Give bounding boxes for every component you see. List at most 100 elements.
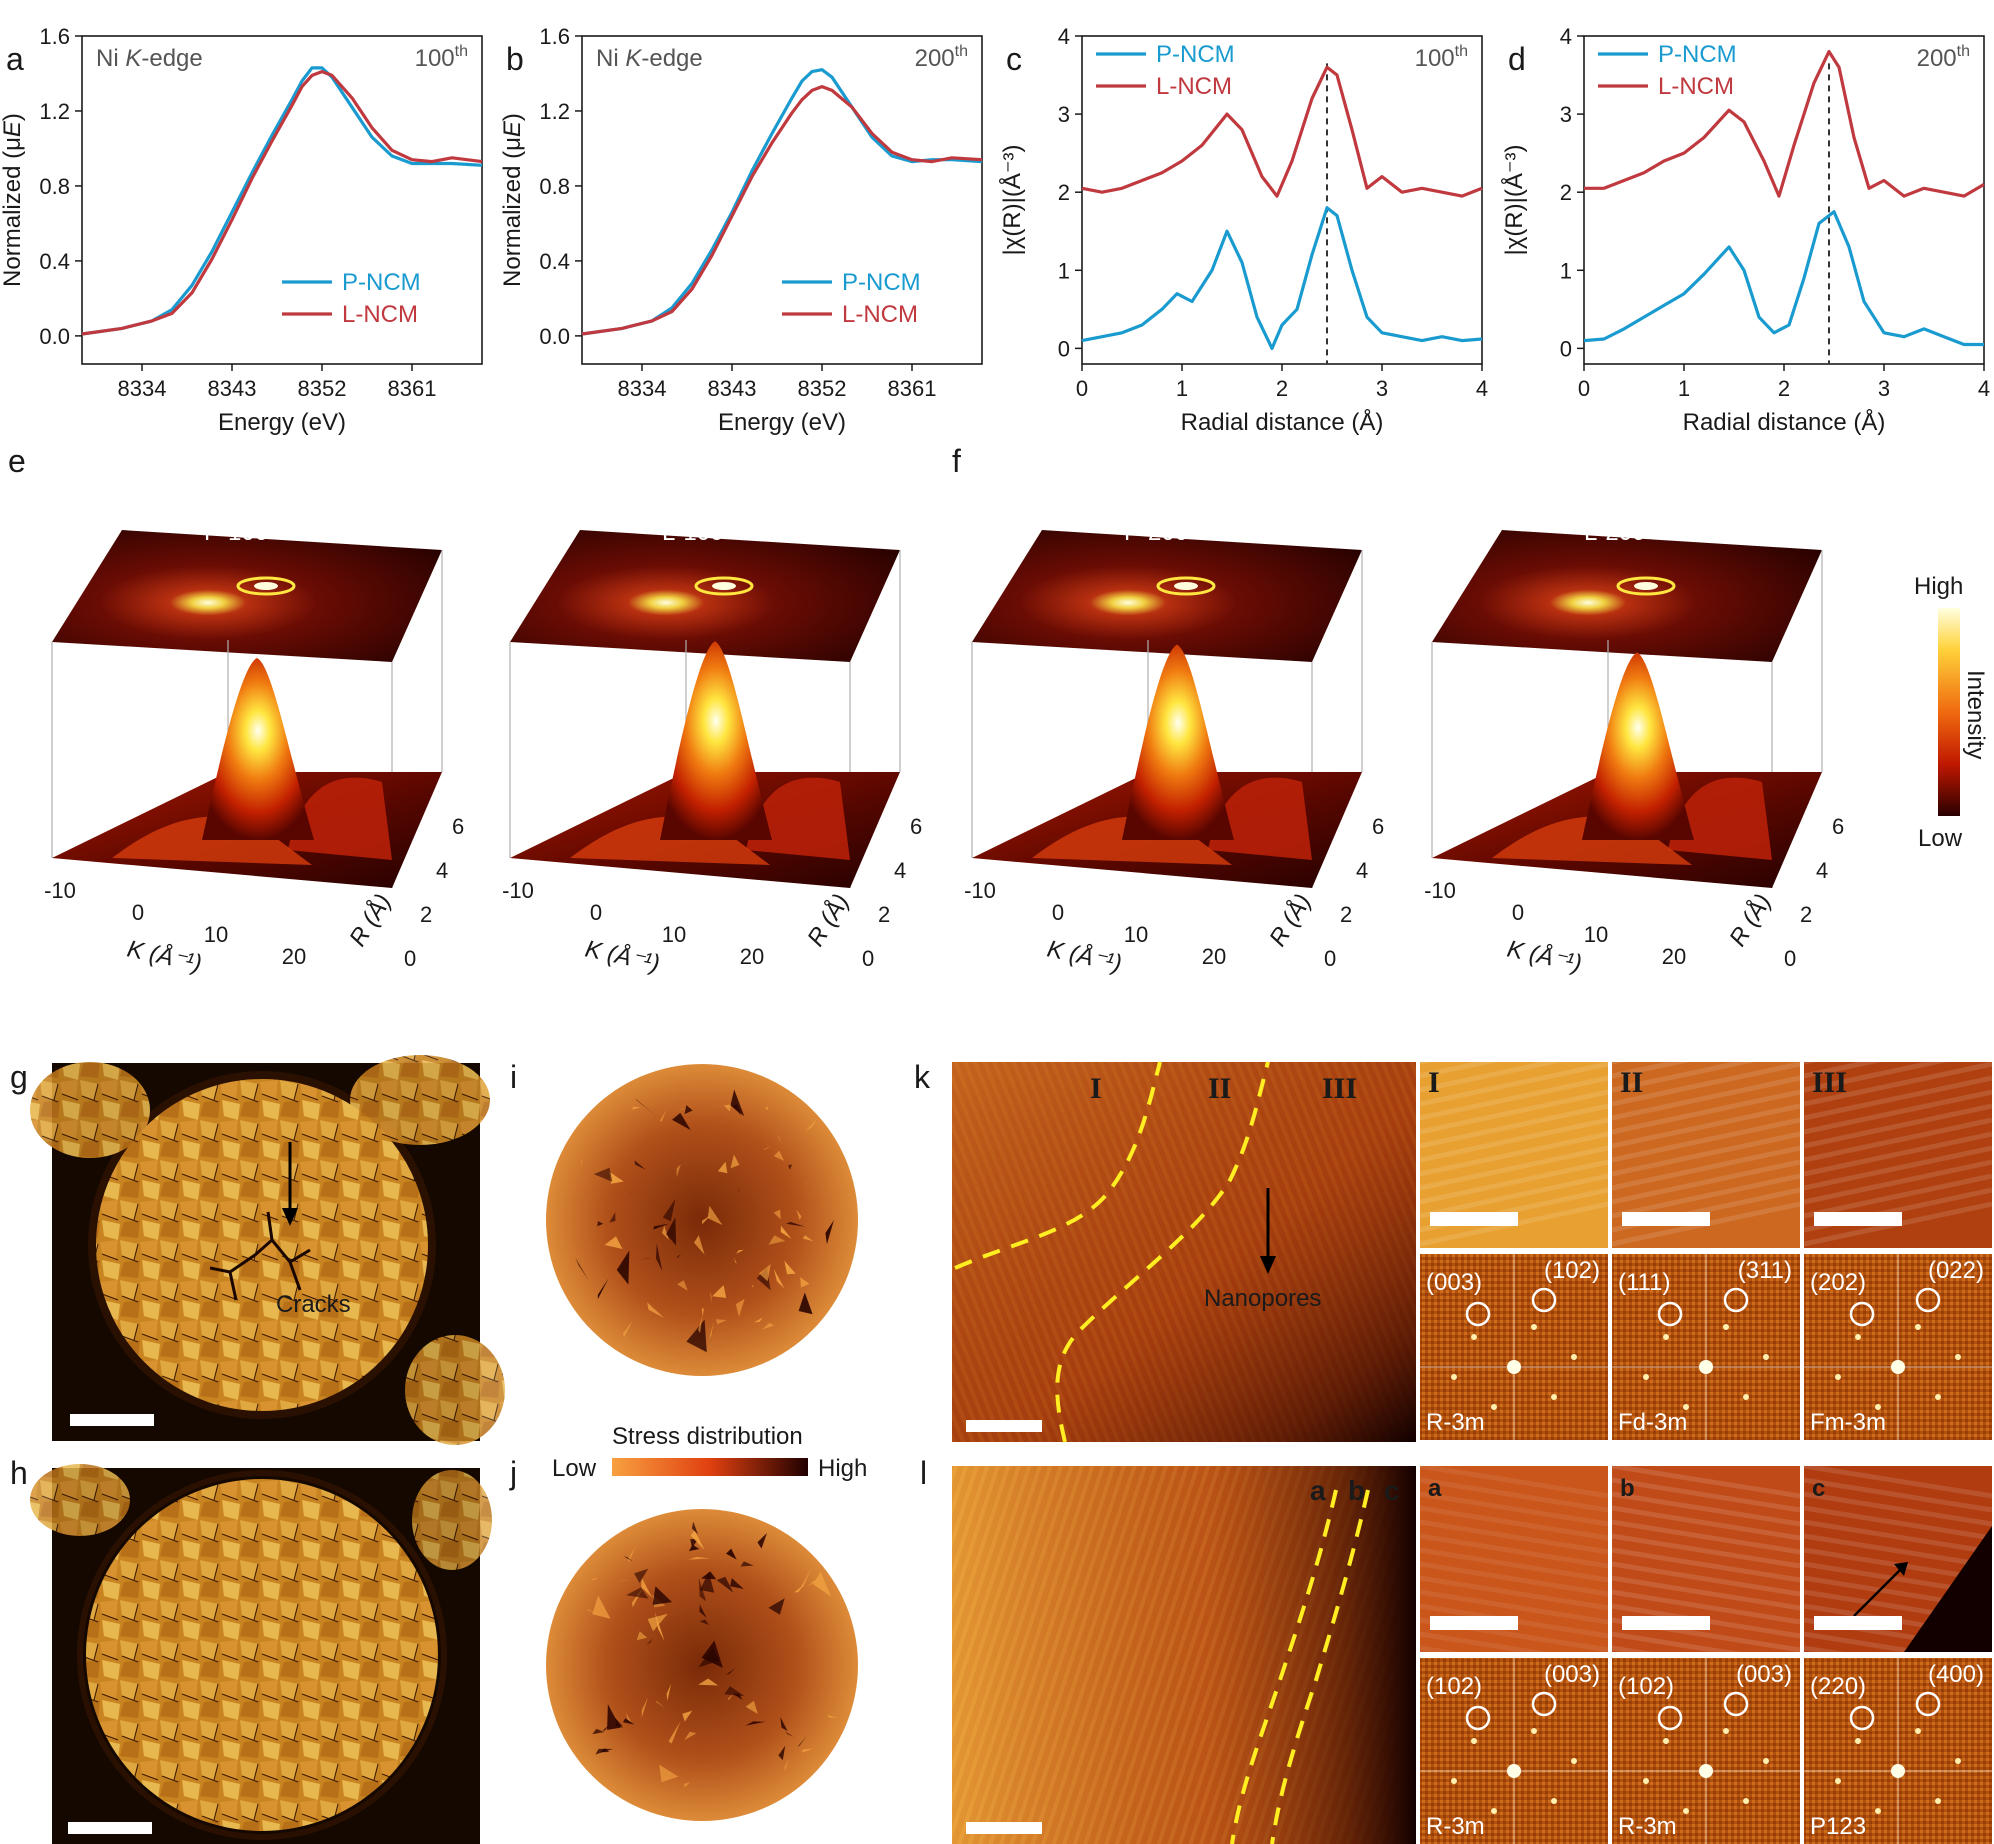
stress-shard — [751, 1285, 754, 1288]
fft-spot — [1855, 1334, 1861, 1340]
fft-spot — [1471, 1334, 1477, 1340]
stress-shard — [758, 1264, 771, 1282]
boundary-line-1 — [954, 1061, 1162, 1270]
stress-shard — [595, 1748, 614, 1755]
marked-spot — [1465, 1301, 1491, 1327]
x-axis-label: Radial distance (Å) — [1181, 408, 1384, 436]
spot-index-label: (102) — [1426, 1673, 1482, 1700]
y-tick-label: 0.4 — [539, 249, 570, 274]
series-line-P-NCM — [1081, 206, 1483, 350]
panel-label-j: j — [509, 1455, 517, 1491]
stress-shard — [727, 1693, 734, 1700]
stress-shard — [735, 1298, 745, 1317]
fft-spot — [1955, 1354, 1961, 1360]
x-tick-label: 3 — [1878, 376, 1890, 401]
fft-spot — [1855, 1738, 1861, 1744]
x-tick-label: 3 — [1376, 376, 1388, 401]
region-a-label: a — [1310, 1475, 1326, 1506]
lattice-fringe — [1419, 1145, 1609, 1191]
fft-spot — [1915, 1728, 1921, 1734]
marked-spot — [1723, 1287, 1749, 1313]
stress-shard — [730, 1089, 745, 1117]
stress-shard — [825, 1220, 834, 1245]
fft-spot — [1955, 1758, 1961, 1764]
space-group-label: R-3m — [1426, 1813, 1485, 1840]
x-axis-label: Energy (eV) — [218, 409, 346, 436]
stress-shard — [672, 1112, 691, 1131]
y-tick-label: 0 — [1560, 336, 1572, 361]
k-tick-label: 10 — [1584, 922, 1608, 947]
fft-spot — [1875, 1404, 1881, 1410]
fft-spot — [1935, 1798, 1941, 1804]
lattice-fringe — [1611, 1505, 1801, 1541]
x-tick-label: 2 — [1778, 376, 1790, 401]
stress-map-j — [546, 1509, 858, 1821]
stress-shard — [797, 1736, 807, 1747]
fft-pattern — [1804, 1254, 1992, 1440]
chart-b: b 8334 8343 8352 8361 0.0 0.4 0.8 1.2 1.6 Energy (… — [499, 24, 983, 436]
stress-shard — [788, 1164, 793, 1170]
cracks-label: Cracks — [276, 1291, 351, 1318]
stress-shard — [800, 1277, 810, 1288]
stress-shard — [733, 1257, 737, 1264]
stress-map-i — [546, 1064, 858, 1376]
stress-shard — [627, 1545, 637, 1563]
r-tick-label: 6 — [910, 814, 922, 839]
space-group-label: R-3m — [1618, 1813, 1677, 1840]
stress-shard — [662, 1225, 669, 1240]
stress-high-label: High — [818, 1455, 867, 1482]
y-axis-label: Normalized (μE) — [0, 113, 26, 287]
top-projection — [52, 530, 442, 662]
lattice-fringe — [1803, 1047, 1993, 1093]
stress-shard — [784, 1731, 794, 1737]
lattice-fringe — [1611, 1547, 1801, 1583]
secondary-ridge — [746, 777, 850, 860]
x-tick-label: 8352 — [798, 376, 847, 401]
stress-shard — [805, 1118, 818, 1132]
top-peak-core — [254, 582, 278, 590]
stress-shard — [768, 1598, 785, 1615]
stress-shard — [575, 1257, 589, 1281]
y-tick-label: 3 — [1058, 102, 1070, 127]
stress-shard — [710, 1291, 712, 1303]
wavelet-panel-label: P-100 — [204, 519, 268, 546]
inset-column-2: c (220) (400) P123 — [1803, 1463, 1993, 1844]
space-group-label: Fm-3m — [1810, 1409, 1886, 1436]
lattice-fringe — [1419, 1131, 1609, 1177]
y-axis-label: Normalized (μE) — [499, 113, 526, 287]
nanopores-label: Nanopores — [1204, 1285, 1321, 1312]
fft-spot — [1471, 1738, 1477, 1744]
lattice-fringe — [1611, 1061, 1801, 1107]
stress-shard — [686, 1319, 707, 1353]
fft-spot — [1451, 1374, 1457, 1380]
marked-spot — [1915, 1691, 1941, 1717]
stress-shard — [677, 1280, 688, 1291]
lattice-fringe — [1803, 1033, 1993, 1079]
stress-shard — [604, 1236, 623, 1249]
series-line-L-NCM — [1584, 50, 1985, 198]
inset-scale-bar — [1814, 1212, 1902, 1226]
lattice-fringe — [1803, 1061, 1993, 1107]
marked-spot — [1657, 1301, 1683, 1327]
lattice-fringe — [1419, 1173, 1609, 1219]
lattice-fringe — [1803, 1103, 1993, 1149]
lattice-fringe — [1419, 1477, 1609, 1513]
stress-shard — [677, 1254, 682, 1259]
lattice-fringe — [1611, 1131, 1801, 1177]
colorbar-title: Intensity — [1962, 670, 1989, 759]
k-tick-label: 0 — [132, 900, 144, 925]
fft-spot — [1915, 1324, 1921, 1330]
fft-central-spot — [1507, 1764, 1521, 1778]
edge-title: Ni K-edge — [596, 45, 703, 72]
stress-shard — [740, 1561, 754, 1567]
wavelet-panel-label: L-200 — [1584, 519, 1645, 546]
colorbar-high-label: High — [1914, 573, 1963, 600]
k-tick-label: 10 — [662, 922, 686, 947]
r-tick-label: 2 — [420, 902, 432, 927]
stress-shard — [701, 1308, 704, 1317]
stress-shard — [802, 1235, 814, 1242]
marked-spot — [1723, 1691, 1749, 1717]
chart-c: c 0 1 2 3 4 0 1 2 3 4 Radial distance (Å) |χ(R)|(Å⁻³… — [998, 24, 1488, 436]
inset-label: I — [1428, 1066, 1440, 1099]
